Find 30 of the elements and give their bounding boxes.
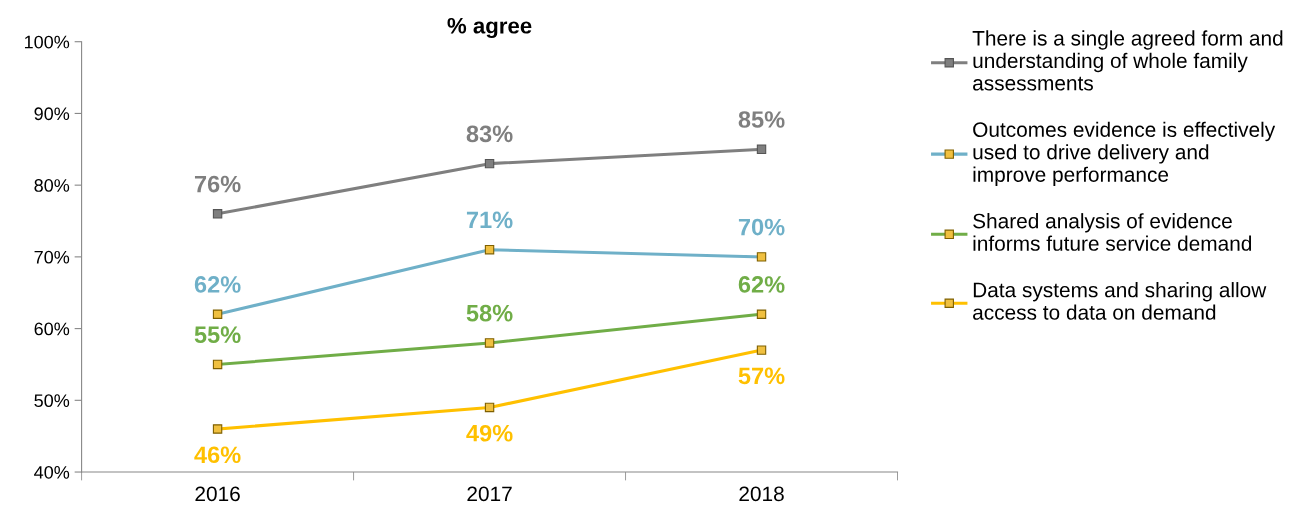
data-label: 76% [194,175,241,193]
data-label: 83% [466,125,513,143]
data-label: 70% [738,218,785,236]
data-label: 46% [194,446,241,464]
y-tick-label: 80% [34,179,70,192]
point [212,209,223,219]
point [484,158,495,169]
y-tick-label: 90% [34,107,70,121]
data-label: 71% [466,211,513,229]
x-tick-label: 2017 [467,486,512,502]
data-label: 55% [194,326,241,344]
x-tick-label: 2016 [195,486,240,502]
chart-title: % agree [447,17,532,39]
x-tick-label: 2018 [739,486,784,502]
legend-label: Shared analysis of evidence informs future service demand [973,213,1252,251]
y-tick-label: 40% [34,465,70,479]
data-label: 85% [738,111,785,128]
data-label: 58% [466,304,513,322]
y-tick-label: 60% [34,322,70,336]
legend-label: Data systems and sharing allow access to data on demand [973,282,1267,320]
data-label: 62% [194,276,241,293]
y-tick-label: 100% [24,35,70,49]
y-tick-label: 70% [34,250,70,264]
data-label: 49% [466,424,513,442]
y-tick-label: 50% [34,394,70,408]
point [756,144,767,155]
legend-label: Outcomes evidence is effectively used to drive delivery and improve performance [973,121,1276,187]
data-label: 62% [738,276,785,293]
data-label: 57% [738,367,785,385]
legend-label: There is a single agreed form and understanding of whole family assessments [972,30,1283,91]
